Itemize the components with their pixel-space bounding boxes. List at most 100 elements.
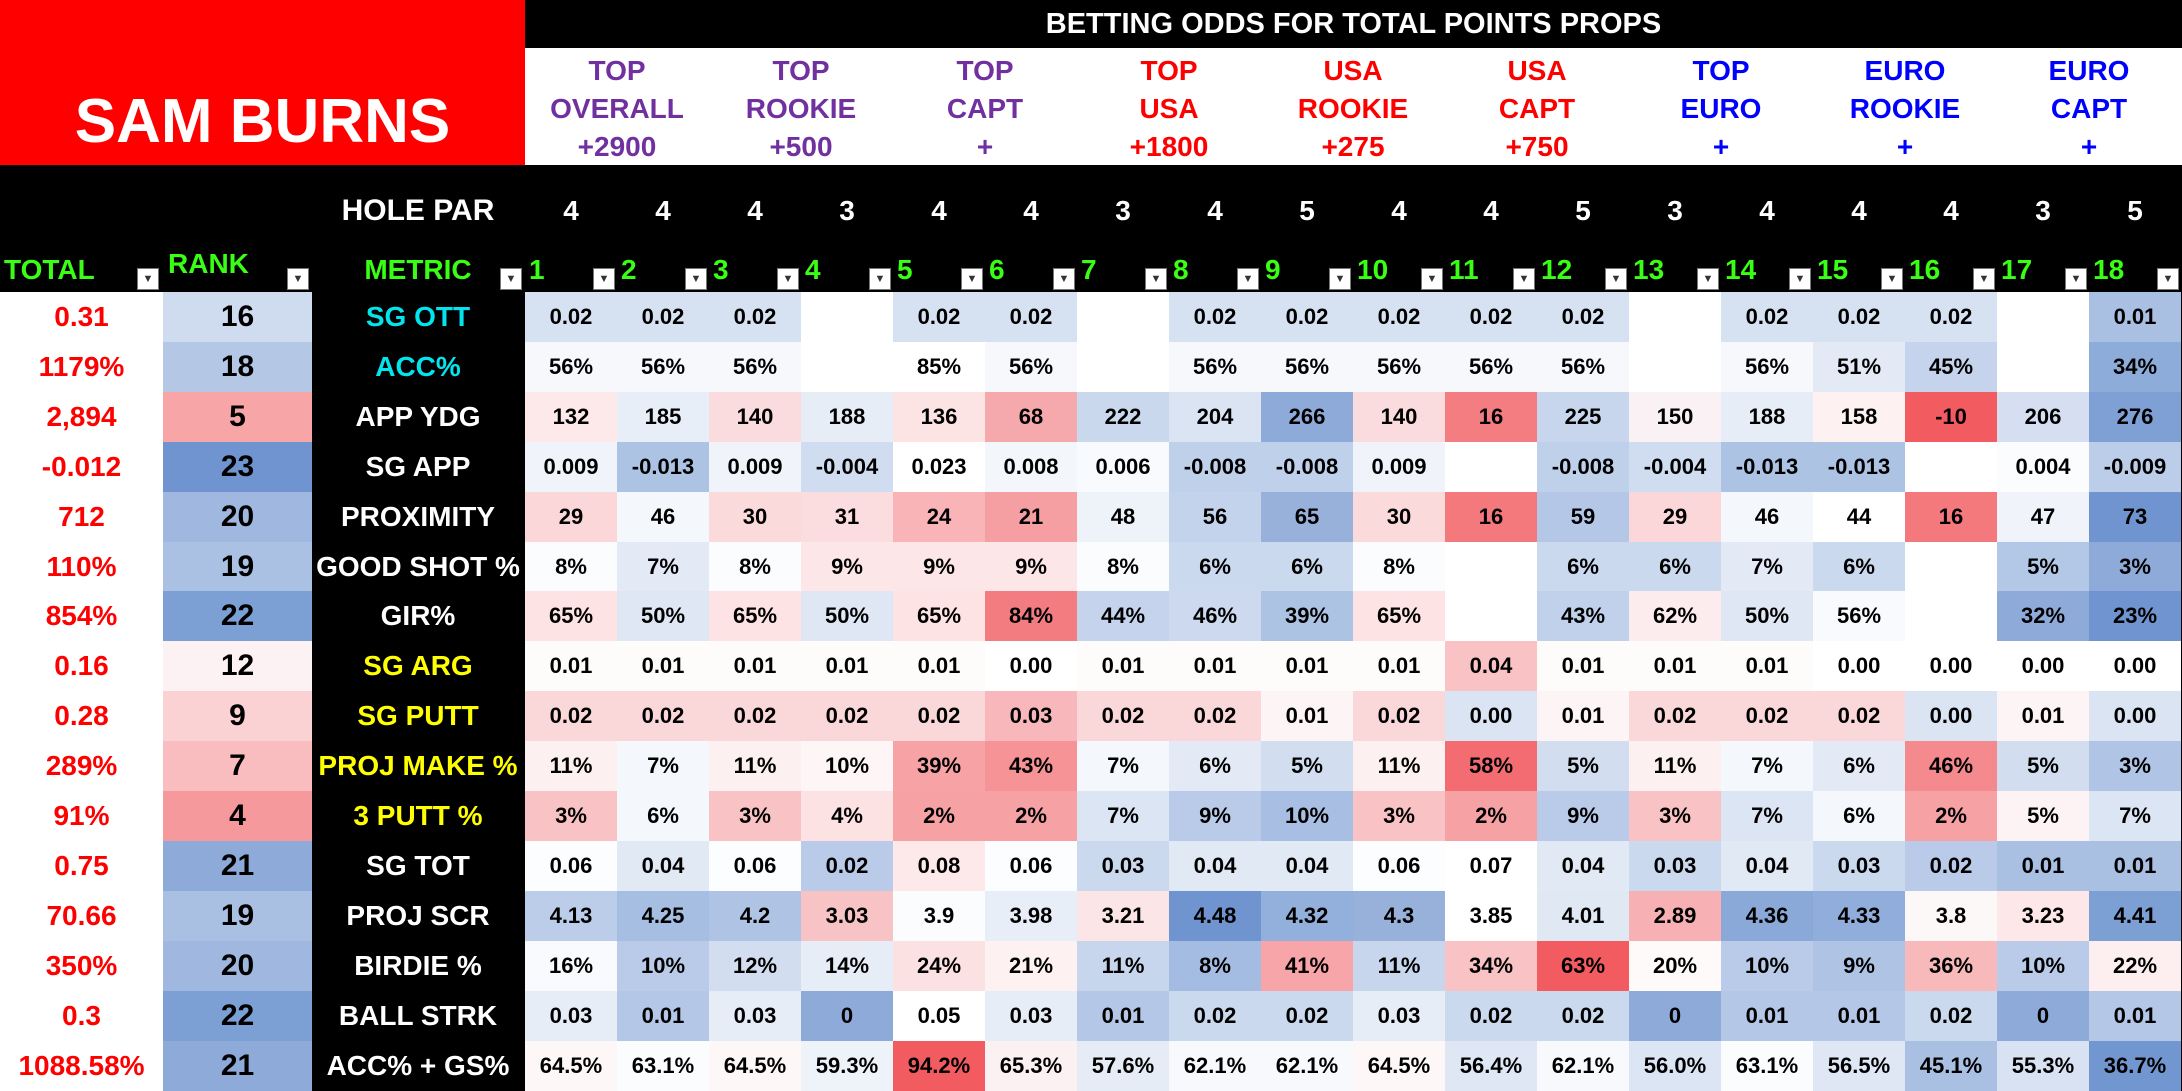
hole-cell: -0.008 [1537, 441, 1629, 492]
filter-dropdown-icon[interactable]: ▼ [287, 268, 309, 290]
header-hole[interactable]: 3 ▼ [709, 250, 805, 290]
hole-cell: 0.00 [1905, 691, 1997, 742]
hole-cell: 9% [985, 541, 1077, 592]
header-total[interactable]: TOTAL ▼ [0, 250, 167, 290]
hole-cell: 7% [1077, 741, 1169, 792]
filter-dropdown-icon[interactable]: ▼ [1237, 268, 1259, 290]
hole-cell: 140 [709, 391, 801, 442]
filter-dropdown-icon[interactable]: ▼ [1421, 268, 1443, 290]
hole-cell: 0.04 [1445, 641, 1537, 692]
odds-line: CAPT [1498, 93, 1576, 124]
hole-cell: 22% [2089, 940, 2181, 991]
hole-cell: -0.004 [1629, 441, 1721, 492]
hole-cell: 56% [525, 341, 617, 392]
filter-dropdown-icon[interactable]: ▼ [961, 268, 983, 290]
header-hole[interactable]: 12 ▼ [1537, 250, 1633, 290]
header-hole[interactable]: 10 ▼ [1353, 250, 1449, 290]
hole-cell: 46% [1169, 591, 1261, 642]
header-hole[interactable]: 2 ▼ [617, 250, 713, 290]
filter-dropdown-icon[interactable]: ▼ [1881, 268, 1903, 290]
hole-cell: 0.01 [1261, 641, 1353, 692]
header-hole[interactable]: 17 ▼ [1997, 250, 2093, 290]
hole-cell: 3% [525, 791, 617, 841]
odds-line: +1800 [1129, 131, 1209, 162]
filter-dropdown-icon[interactable]: ▼ [593, 268, 615, 290]
filter-dropdown-icon[interactable]: ▼ [1697, 268, 1719, 290]
hole-cell: 3% [1353, 791, 1445, 841]
header-hole-label: 2 [621, 254, 637, 285]
filter-dropdown-icon[interactable]: ▼ [685, 268, 707, 290]
filter-dropdown-icon[interactable]: ▼ [1605, 268, 1627, 290]
header-hole[interactable]: 4 ▼ [801, 250, 897, 290]
hole-cell: 0.03 [525, 990, 617, 1041]
filter-dropdown-icon[interactable]: ▼ [500, 268, 522, 290]
header-hole[interactable]: 7 ▼ [1077, 250, 1173, 290]
hole-cell: 10% [617, 940, 709, 991]
header-hole[interactable]: 18 ▼ [2089, 250, 2182, 290]
header-hole[interactable]: 8 ▼ [1169, 250, 1265, 290]
hole-cell: 16% [525, 940, 617, 991]
header-hole[interactable]: 15 ▼ [1813, 250, 1909, 290]
header-hole-label: 18 [2093, 254, 2125, 285]
header-hole[interactable]: 5 ▼ [893, 250, 989, 290]
hole-cell: 0.01 [1997, 691, 2089, 742]
hole-cell: 56% [1813, 591, 1905, 642]
hole-cell [1905, 591, 1997, 642]
total-value: 1179% [0, 341, 163, 392]
filter-dropdown-icon[interactable]: ▼ [137, 268, 159, 290]
hole-par-value: 3 [1667, 195, 1683, 226]
filter-dropdown-icon[interactable]: ▼ [1145, 268, 1167, 290]
hole-cell: 10% [1261, 791, 1353, 841]
hole-cell: 56.5% [1813, 1040, 1905, 1091]
hole-cell: 0.00 [985, 641, 1077, 692]
hole-cell: 6% [1261, 541, 1353, 592]
metric-label: APP YDG [312, 391, 524, 442]
header-hole[interactable]: 14 ▼ [1721, 250, 1817, 290]
header-hole[interactable]: 11 ▼ [1445, 250, 1541, 290]
odds-cell: EURO CAPT + [1997, 48, 2181, 165]
header-hole[interactable]: 1 ▼ [525, 250, 621, 290]
hole-par-row: HOLE PAR 4 4 4 3 4 4 3 4 5 4 4 5 3 4 4 4 3 5 [0, 186, 2182, 236]
hole-cell: 47 [1997, 491, 2089, 542]
filter-dropdown-icon[interactable]: ▼ [777, 268, 799, 290]
header-metric[interactable]: METRIC ▼ [312, 250, 524, 290]
hole-cell [1629, 341, 1721, 392]
table-row: 2,894 5 APP YDG 132 185 140 188 136 68 222 204 266 1… [0, 391, 2182, 442]
hole-cell: 0.04 [617, 840, 709, 891]
filter-dropdown-icon[interactable]: ▼ [2157, 268, 2179, 290]
filter-dropdown-icon[interactable]: ▼ [1053, 268, 1075, 290]
odds-cell: TOP CAPT + [893, 48, 1077, 165]
filter-dropdown-icon[interactable]: ▼ [1329, 268, 1351, 290]
metric-label: SG OTT [312, 292, 524, 342]
filter-dropdown-icon[interactable]: ▼ [1789, 268, 1811, 290]
hole-cell: 63.1% [617, 1040, 709, 1091]
hole-cell: 34% [2089, 341, 2181, 392]
hole-cell: 4.2 [709, 890, 801, 941]
odds-cell: USA CAPT +750 [1445, 48, 1629, 165]
hole-cell: 85% [893, 341, 985, 392]
header-hole[interactable]: 16 ▼ [1905, 250, 2001, 290]
hole-cell: 0.02 [1537, 990, 1629, 1041]
header-hole[interactable]: 6 ▼ [985, 250, 1081, 290]
filter-dropdown-icon[interactable]: ▼ [1973, 268, 1995, 290]
rank-value: 5 [163, 391, 312, 442]
hole-cell: 140 [1353, 391, 1445, 442]
filter-dropdown-icon[interactable]: ▼ [1513, 268, 1535, 290]
hole-cell: 43% [1537, 591, 1629, 642]
hole-cell: 0.04 [1261, 840, 1353, 891]
table-row: 289% 7 PROJ MAKE % 11% 7% 11% 10% 39% 43% 7% 6% 5% 1… [0, 741, 2182, 792]
header-rank[interactable]: RANK ▼ [163, 244, 317, 290]
header-hole[interactable]: 13 ▼ [1629, 250, 1725, 290]
header-hole[interactable]: 9 ▼ [1261, 250, 1357, 290]
hole-cell: 44% [1077, 591, 1169, 642]
hole-cell: 4.41 [2089, 890, 2181, 941]
total-value: 0.75 [0, 840, 163, 891]
filter-dropdown-icon[interactable]: ▼ [2065, 268, 2087, 290]
hole-cell [801, 341, 893, 392]
hole-cell: 0.01 [1261, 691, 1353, 742]
filter-dropdown-icon[interactable]: ▼ [869, 268, 891, 290]
odds-line: +500 [769, 131, 833, 162]
hole-cell: 62% [1629, 591, 1721, 642]
hole-cell: 4.32 [1261, 890, 1353, 941]
hole-cell: 4% [801, 791, 893, 841]
